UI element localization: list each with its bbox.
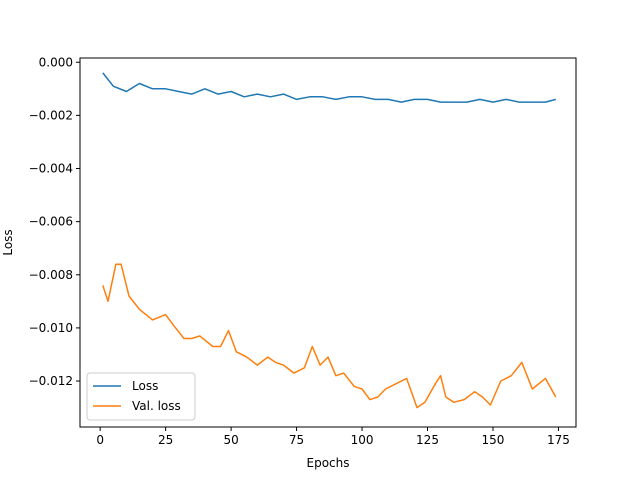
y-tick-label: −0.012: [29, 374, 73, 388]
y-tick-label: −0.004: [29, 162, 73, 176]
y-axis: 0.000 −0.002 −0.004 −0.006 −0.008 −0.010 −0.01…: [29, 55, 80, 388]
legend-box: [86, 372, 196, 421]
legend-label-0: Loss: [132, 379, 158, 393]
y-tick-label: −0.010: [29, 321, 73, 335]
x-tick-label: 125: [416, 433, 439, 447]
x-tick-label: 0: [96, 433, 104, 447]
series-line-0: [102, 72, 556, 103]
x-tick-label: 175: [547, 433, 570, 447]
plot-area: [102, 72, 557, 409]
series-line-1: [102, 263, 557, 409]
y-tick-label: 0.000: [39, 55, 73, 69]
x-tick-label: 150: [482, 433, 505, 447]
x-axis-label: Epochs: [307, 456, 350, 470]
x-tick-label: 75: [289, 433, 304, 447]
x-tick-label: 25: [158, 433, 173, 447]
y-tick-label: −0.008: [29, 268, 73, 282]
legend: Loss Val. loss: [86, 372, 196, 421]
axes-frame: [79, 57, 577, 428]
legend-label-1: Val. loss: [132, 399, 181, 413]
y-tick-label: −0.006: [29, 215, 73, 229]
x-axis: 0 25 50 75 100 125 150 175: [96, 427, 570, 447]
x-tick-label: 100: [351, 433, 374, 447]
y-axis-label: Loss: [1, 229, 15, 255]
y-tick-label: −0.002: [29, 108, 73, 122]
x-tick-label: 50: [223, 433, 238, 447]
